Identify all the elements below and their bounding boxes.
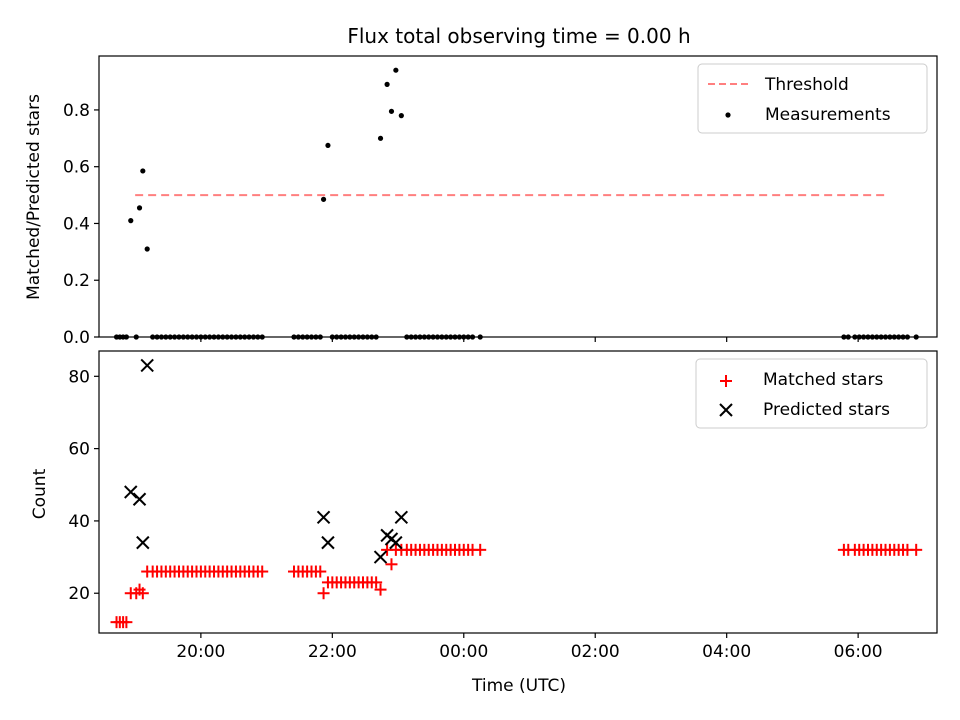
ratio-legend-box [697, 63, 928, 134]
measurement-point [377, 135, 384, 141]
matched-star-point [317, 587, 330, 600]
measurement-point [136, 205, 143, 211]
ratio-plot-frame [98, 55, 938, 338]
predicted-star-point [140, 358, 154, 373]
measurement-point [128, 218, 134, 224]
count-legend-box [695, 358, 928, 429]
predicted-star-point [132, 492, 147, 506]
y-tick-label: 0.4 [63, 214, 90, 234]
count-marks [110, 358, 923, 629]
x-tick-label: 00:00 [439, 642, 488, 662]
predicted-star-point [389, 535, 403, 550]
matched-star-point [314, 565, 327, 578]
ratio-x-ticks [200, 337, 859, 342]
y-tick-label: 40 [68, 512, 90, 532]
legend-predicted-label: Predicted stars [763, 400, 890, 420]
matched-star-point [256, 565, 269, 578]
measurement-point [140, 168, 146, 174]
y-tick-label: 60 [68, 440, 90, 460]
measurement-point [144, 246, 150, 252]
measurement-point [320, 196, 327, 202]
matched-star-point [474, 543, 487, 556]
measurement-point [384, 81, 390, 87]
count-y-ticks: 20 40 60 80 [68, 367, 99, 604]
matched-star-point [385, 558, 398, 571]
count-y-axis-label: Count [30, 468, 50, 519]
legend-matched-swatch [720, 375, 732, 387]
y-tick-label: 0.6 [63, 158, 90, 178]
ratio-panel: 0.00.20.40.60.8 Matched/Predicted stars … [24, 55, 938, 348]
predicted-star-point [394, 510, 409, 525]
y-tick-label: 0.8 [63, 101, 90, 121]
count-x-axis-label: Time (UTC) [471, 676, 566, 696]
ratio-legend: Threshold Measurements [697, 63, 928, 134]
x-tick-label: 22:00 [308, 642, 357, 662]
count-x-ticks: 20:00 22:00 00:00 02:00 04:00 06:00 [176, 633, 883, 662]
measurement-point [398, 113, 404, 119]
legend-measurements-swatch [725, 112, 731, 118]
matched-star-point [136, 587, 149, 600]
matched-star-point [370, 576, 383, 589]
y-tick-label: 20 [68, 584, 90, 604]
predicted-star-point [124, 485, 138, 499]
x-tick-label: 02:00 [571, 642, 620, 662]
measurement-point [393, 67, 399, 73]
matched-star-point [120, 616, 133, 629]
legend-predicted-swatch [719, 403, 733, 417]
ratio-y-axis-label: Matched/Predicted stars [24, 94, 44, 300]
predicted-star-point [373, 550, 388, 564]
predicted-star-point [321, 535, 335, 550]
y-tick-label: 0.2 [63, 271, 90, 291]
x-tick-label: 20:00 [176, 642, 225, 662]
predicted-star-point [136, 535, 150, 550]
predicted-star-point [316, 510, 331, 525]
x-tick-label: 04:00 [702, 642, 751, 662]
count-legend: Matched stars Predicted stars [695, 358, 928, 429]
count-plot-frame [98, 350, 938, 634]
measurement-point [325, 142, 331, 149]
legend-measurements-label: Measurements [765, 105, 891, 125]
y-tick-label: 0.0 [63, 328, 90, 348]
y-tick-label: 80 [68, 367, 90, 387]
legend-matched-label: Matched stars [763, 370, 883, 390]
figure-title: Flux total observing time = 0.00 h [347, 24, 690, 48]
ratio-y-ticks: 0.0 0.2 0.4 0.6 0.8 [63, 101, 99, 348]
legend-threshold-label: Threshold [764, 75, 849, 95]
matched-star-point [910, 543, 923, 556]
x-tick-label: 06:00 [834, 642, 883, 662]
matched-star-point [374, 583, 387, 596]
measurement-point [388, 108, 395, 114]
